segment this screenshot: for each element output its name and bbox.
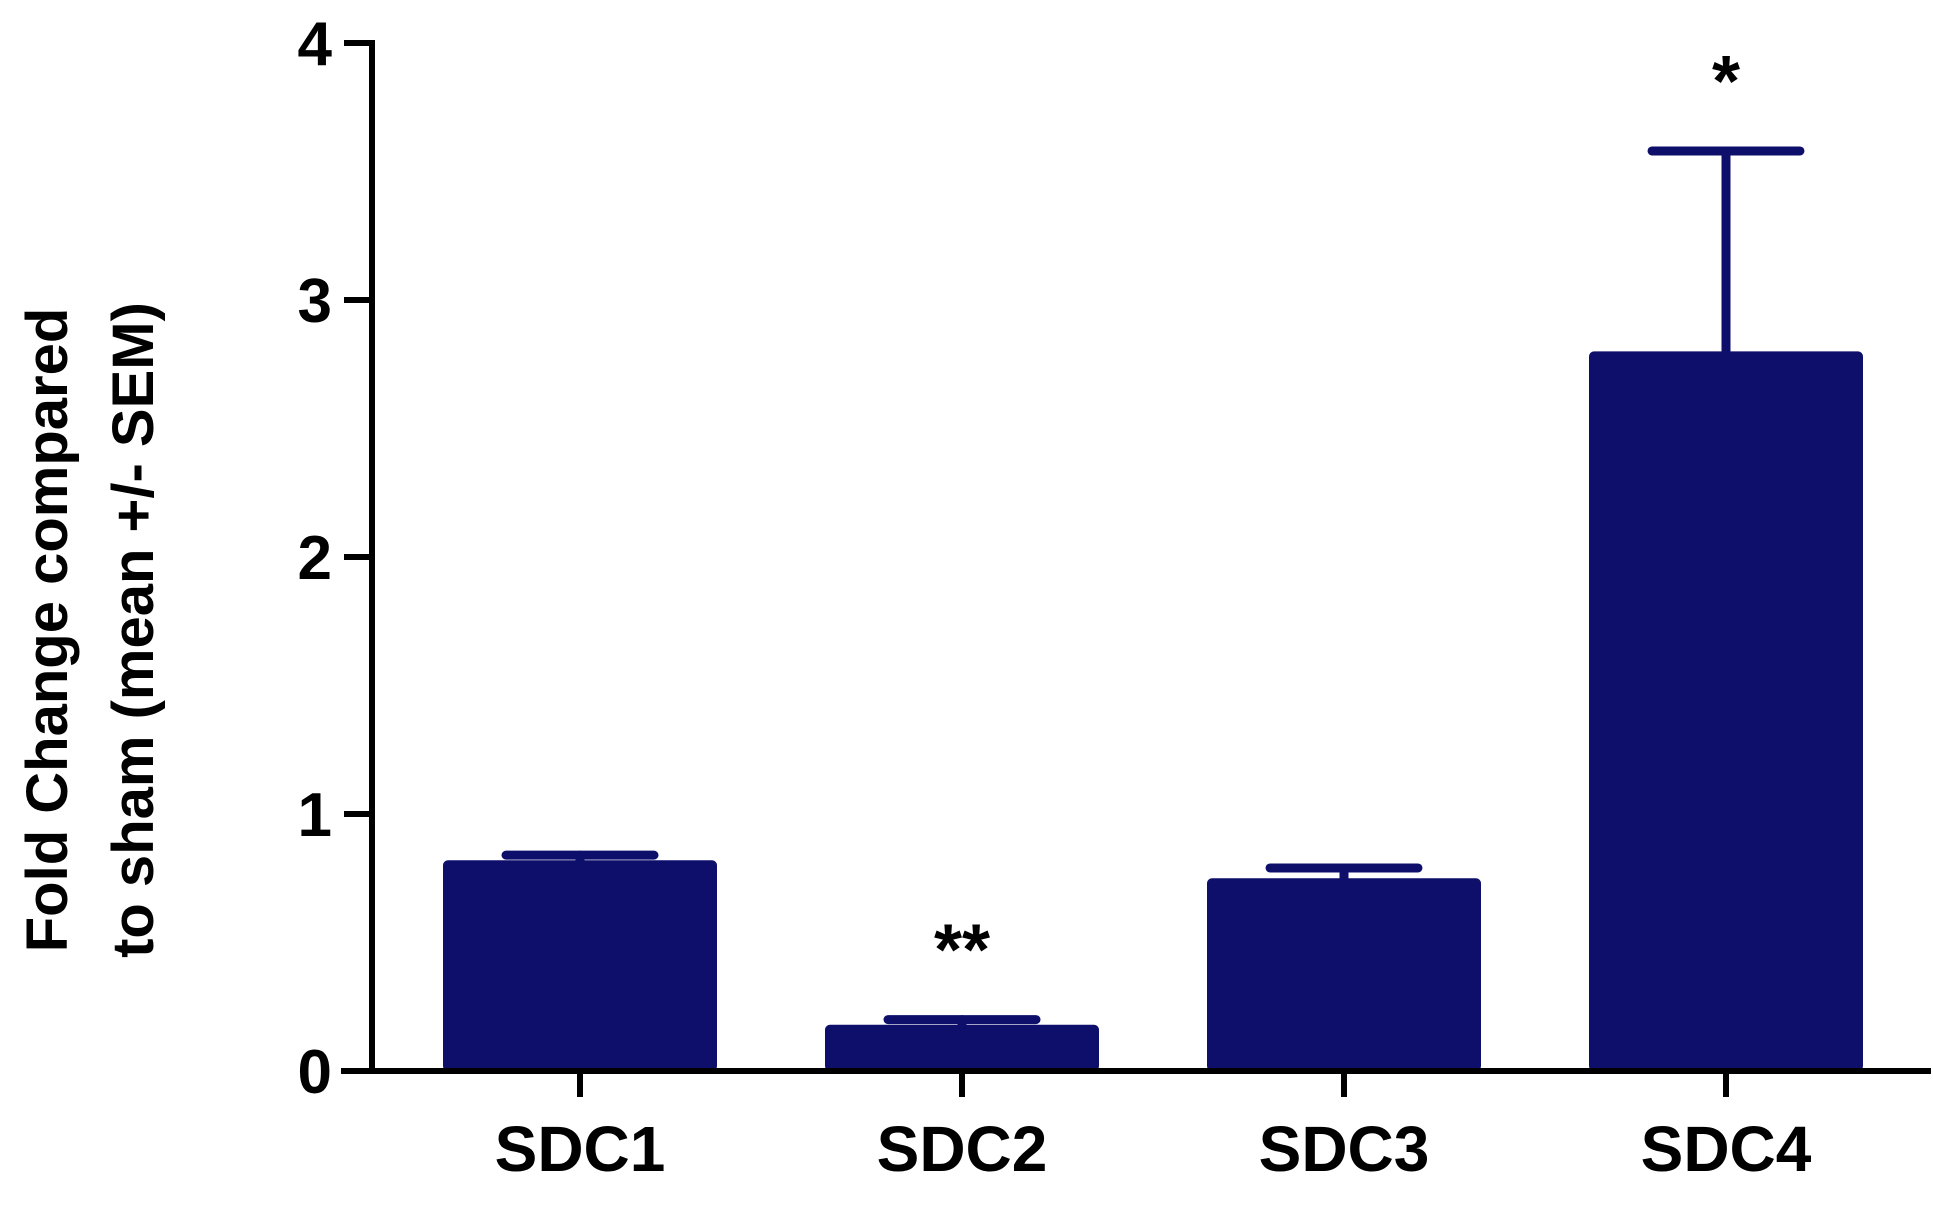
significance-annotation-sdc4: * [1712, 42, 1740, 122]
error-bars [501, 146, 1805, 1030]
x-category-label-sdc2: SDC2 [877, 1113, 1048, 1185]
x-axis-ticks [577, 1071, 1729, 1097]
y-axis-title-line-2: to sham (mean +/- SEM) [101, 302, 166, 958]
y-tick-label-4: 4 [298, 10, 333, 79]
significance-annotation-sdc2: ** [934, 911, 990, 991]
x-category-label-sdc4: SDC4 [1641, 1113, 1812, 1185]
y-axis-ticks: 0 1 2 3 4 [298, 10, 372, 1107]
y-axis-title-line-1: Fold Change compared [15, 308, 80, 953]
bar-sdc3 [1207, 878, 1481, 1071]
x-category-label-sdc1: SDC1 [495, 1113, 666, 1185]
bar-sdc1 [443, 860, 717, 1071]
y-tick-label-0: 0 [298, 1038, 332, 1107]
bar-sdc4 [1589, 351, 1863, 1071]
y-tick-label-3: 3 [298, 267, 332, 336]
bars [443, 351, 1863, 1071]
significance-annotations: *** [934, 42, 1740, 991]
y-tick-label-1: 1 [298, 781, 332, 850]
bar-sdc2 [825, 1024, 1099, 1071]
y-axis-title: Fold Change compared to sham (mean +/- S… [15, 302, 166, 958]
x-category-label-sdc3: SDC3 [1259, 1113, 1430, 1185]
x-axis-category-labels: SDC1 SDC2 SDC3 SDC4 [495, 1113, 1812, 1185]
y-tick-label-2: 2 [298, 524, 332, 593]
